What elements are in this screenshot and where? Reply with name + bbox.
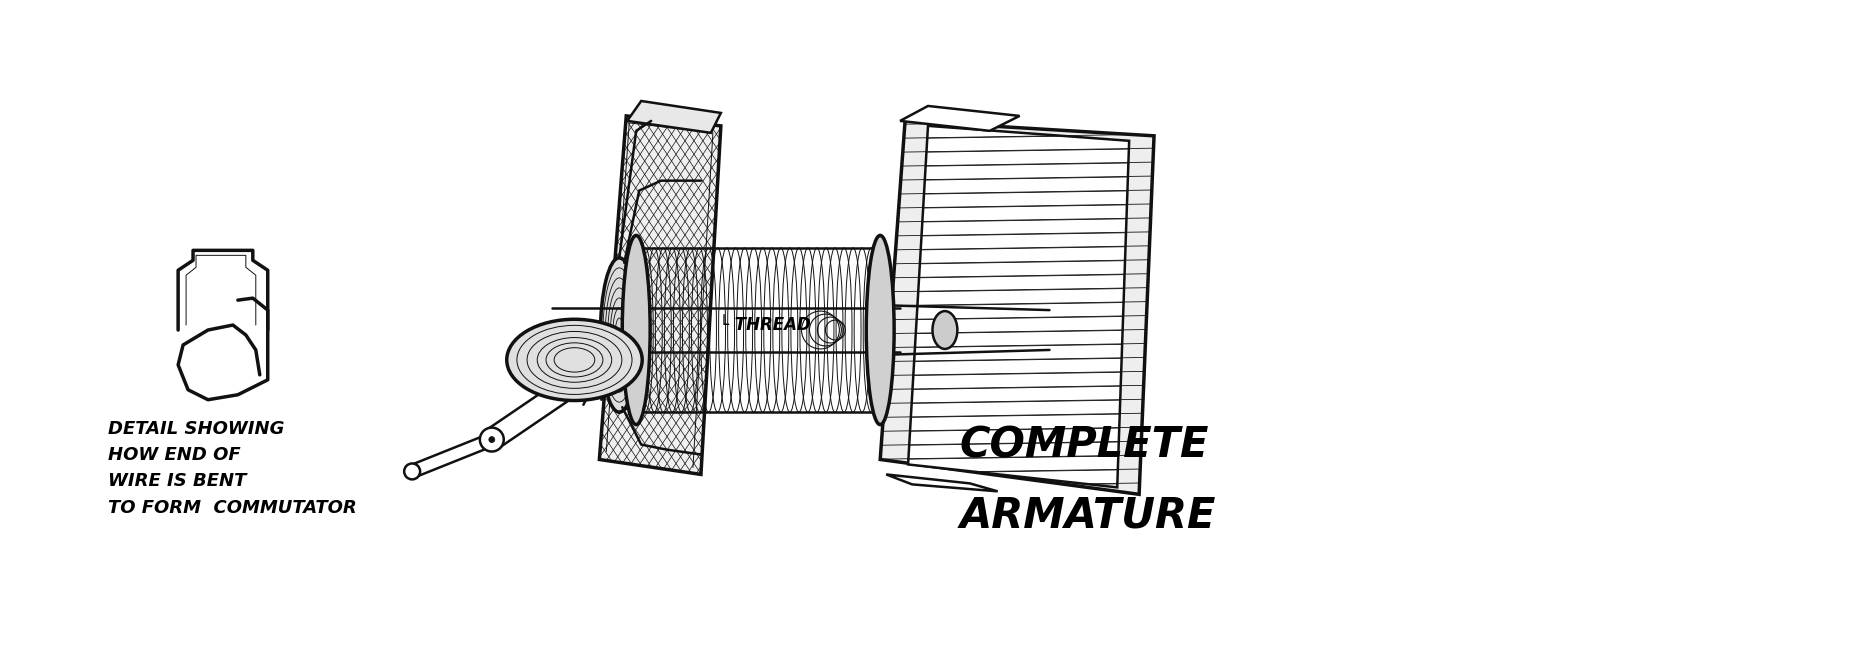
Polygon shape [886,474,997,491]
Ellipse shape [865,235,895,425]
Text: └ THREAD: └ THREAD [719,316,810,334]
Ellipse shape [480,427,504,452]
Text: ARMATURE: ARMATURE [960,494,1216,537]
Polygon shape [908,126,1128,487]
Text: DETAIL SHOWING
HOW END OF
WIRE IS BENT
TO FORM  COMMUTATOR: DETAIL SHOWING HOW END OF WIRE IS BENT T… [109,419,358,517]
Polygon shape [628,101,721,133]
Ellipse shape [489,437,495,443]
Polygon shape [619,258,645,412]
Ellipse shape [932,311,958,349]
Ellipse shape [600,258,637,412]
Text: COMPLETE: COMPLETE [960,425,1210,466]
Polygon shape [880,121,1154,494]
Ellipse shape [404,464,421,480]
Polygon shape [599,116,721,474]
Ellipse shape [623,235,650,425]
Polygon shape [901,106,1019,131]
Ellipse shape [506,320,643,401]
